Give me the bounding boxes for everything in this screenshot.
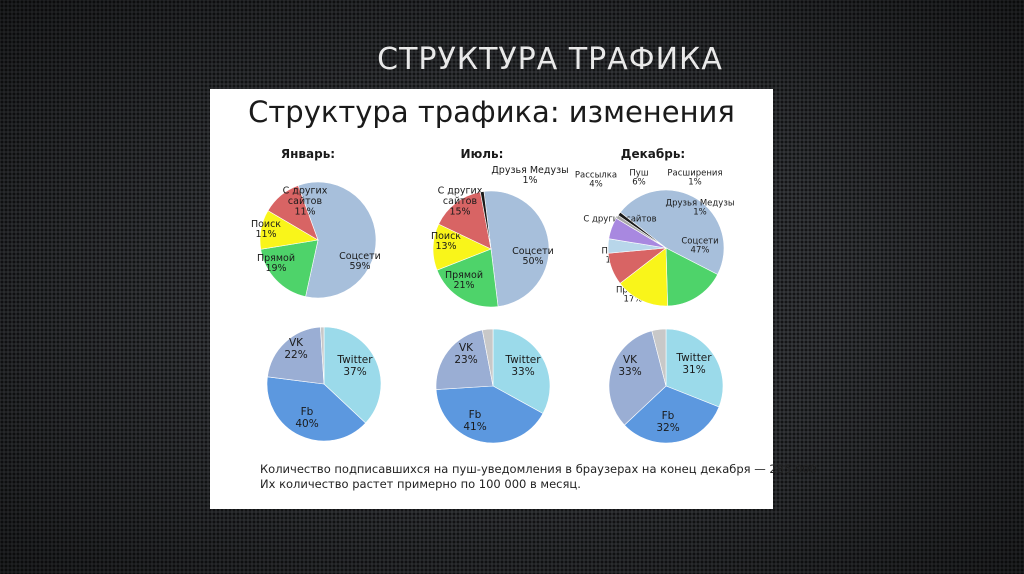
slice-label: Twitter 33% — [504, 354, 541, 378]
slice-label: Twitter 37% — [336, 354, 373, 378]
pie-slice — [483, 190, 550, 307]
pie-chart-1: Январь: Соцсети 59% Прямой 19% Поиск 11%С друг… — [251, 147, 381, 299]
slice-label: Поиск 11% — [251, 219, 281, 240]
pie-slice — [665, 328, 724, 408]
pie-slice — [320, 326, 325, 385]
pie-slice — [665, 247, 718, 307]
slice-label: Пуш 6% — [629, 168, 648, 187]
pie-slice — [438, 191, 492, 250]
chart-panel: Структура трафика: изменения Январь: Соцс… — [210, 89, 821, 509]
slice-label: Соцсети 59% — [339, 251, 381, 272]
pie-slice — [266, 376, 366, 442]
pie-chart-6: Twitter 31% Fb 32% VK 33% — [608, 328, 724, 444]
pie-slice — [617, 211, 667, 249]
footnote-line-1: Количество подписавшихся на пуш-уведомле… — [260, 462, 821, 476]
slice-label: Друзья Медузы 1% — [491, 165, 568, 186]
pie-chart-5: Twitter 33% Fb 41% VK 23% — [435, 328, 551, 444]
pie-slice — [323, 326, 382, 424]
slice-label: Fb 41% — [463, 409, 486, 433]
slice-label: Рассылка 4% — [575, 170, 617, 189]
slice-label: Друзья Медузы 1% — [665, 198, 734, 217]
pie-slice — [624, 385, 720, 444]
pie-slice — [608, 330, 667, 426]
slice-label: С других сайтов 15% — [438, 186, 483, 218]
slice-label: Соцсети 47% — [681, 236, 718, 255]
slice-label: Поиск 13% — [431, 231, 461, 252]
slice-label: Twitter 31% — [675, 352, 712, 376]
slice-label: VK 23% — [454, 342, 477, 366]
slice-label: Прямой 21% — [445, 270, 483, 291]
pie-slice — [260, 239, 319, 298]
pie-slice — [267, 185, 319, 241]
slide-title: СТРУКТУРА ТРАФИКА — [377, 42, 723, 77]
pie-slice — [436, 248, 499, 308]
pie-slice — [619, 189, 725, 275]
pie-slice — [435, 329, 494, 390]
pie-slice — [481, 328, 494, 387]
footnote-line-2: Их количество растет примерно по 100 000… — [260, 477, 581, 491]
pie-charts: Январь:Соцсети 59%Прямой 19%Поиск 11%С друг… — [251, 147, 735, 444]
pie-slice — [435, 385, 544, 444]
slice-label: VK 33% — [618, 354, 641, 378]
pie-slice — [267, 326, 325, 385]
pie-title: Июль: — [461, 147, 504, 161]
pie-slice — [492, 328, 551, 414]
panel-title: Структура трафика: изменения — [248, 95, 735, 129]
pie-slice — [479, 191, 492, 250]
pie-title: Декабрь: — [621, 147, 685, 161]
pie-slice — [297, 181, 377, 299]
pie-chart-2: Июль: Соцсети 50% Прямой 21% Поиск 13% С других… — [431, 147, 569, 308]
slice-label: VK 22% — [284, 337, 307, 361]
slice-label: Fb 32% — [656, 410, 679, 434]
footnote: Количество подписавшихся на пуш-уведомле… — [260, 462, 821, 492]
slice-label: Fb 40% — [295, 406, 318, 430]
pie-slice — [651, 328, 667, 387]
pie-chart-4: Twitter 37% Fb 40% VK 22% — [266, 326, 382, 442]
slice-label: Прямой 19% — [257, 253, 295, 274]
pie-title: Январь: — [281, 147, 335, 161]
pie-slice — [619, 247, 668, 307]
slice-label: С других сайтов 11% — [283, 186, 328, 218]
slice-label: Расширения 1% — [667, 168, 722, 187]
slice-label: Соцсети 50% — [512, 246, 554, 267]
